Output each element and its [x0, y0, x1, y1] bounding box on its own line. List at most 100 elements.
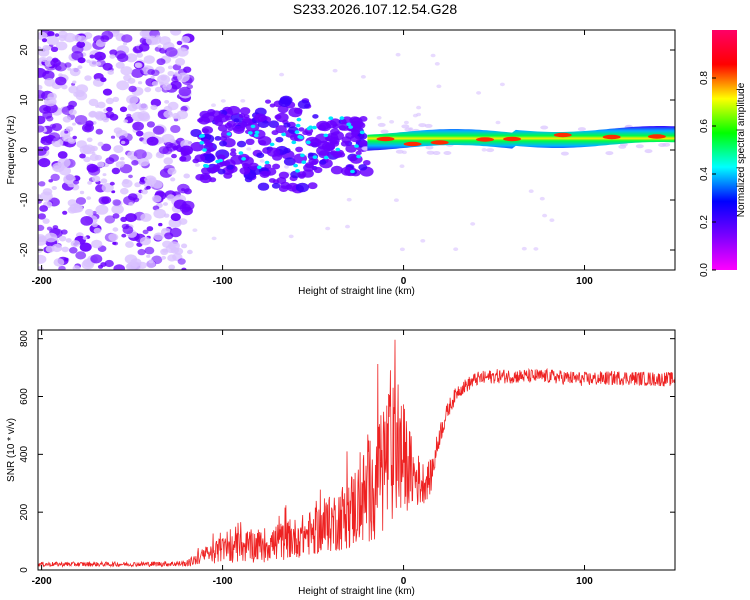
spectrogram-cell — [50, 123, 57, 129]
spectrogram-cell — [62, 141, 69, 147]
spectrogram-cell — [216, 154, 226, 161]
spectrogram-cell — [340, 166, 354, 176]
spectrogram-cell — [542, 213, 548, 218]
spectrogram-cell — [131, 68, 144, 78]
spectrogram-cell — [63, 32, 77, 43]
spectrogram-cell — [305, 140, 311, 145]
spectrogram-cell — [306, 126, 312, 131]
spectrogram-cell — [181, 243, 188, 249]
spectrogram-cell — [133, 149, 147, 160]
spectrogram-cell — [146, 121, 155, 128]
spectrogram-cell — [69, 247, 78, 254]
spectrogram-cell — [401, 124, 410, 129]
top-x-axis-label: Height of straight line (km) — [298, 286, 415, 297]
spectrogram-cell — [404, 127, 413, 132]
spectrogram-cell — [139, 236, 151, 246]
spectrogram-cell — [418, 123, 427, 128]
spectrogram-cell — [38, 224, 45, 231]
spectrogram-cell — [219, 113, 225, 118]
bottom-x-tick-label: -200 — [32, 576, 52, 587]
spectrogram-cell — [268, 120, 280, 128]
spectrogram-cell — [302, 130, 309, 135]
spectrogram-cell — [125, 241, 134, 248]
spectrogram-cell — [179, 156, 187, 162]
spectrogram-cell — [272, 163, 281, 170]
spectrogram-cell — [72, 122, 76, 126]
spectrogram-cell — [90, 145, 98, 152]
spectrogram-cell — [146, 254, 151, 258]
spectrogram-cell — [164, 47, 178, 57]
spectrogram-cell — [266, 147, 281, 157]
spectrogram-cell — [61, 84, 68, 90]
spectrogram-cell — [119, 135, 126, 141]
spectrogram-cell — [82, 123, 94, 133]
spectrogram-cell — [276, 177, 287, 184]
spectrogram-cell — [549, 218, 555, 222]
spectrogram-cell — [80, 216, 93, 226]
spectrogram-cell — [109, 181, 115, 186]
spectrogram-cell — [52, 162, 65, 173]
spectrogram-cell — [170, 125, 181, 133]
spectrogram-cell — [233, 118, 240, 123]
spectrogram-cell — [146, 260, 156, 269]
colorbar — [712, 30, 737, 270]
spectrogram-cell — [106, 106, 113, 112]
spectrogram-cell — [161, 255, 167, 260]
spectrogram-cell — [84, 75, 92, 81]
top-y-tick-label: 20 — [19, 44, 30, 56]
spectrogram-cell — [93, 227, 102, 234]
spectrogram-cell — [128, 174, 133, 179]
spectrogram-cell — [90, 254, 103, 264]
spectrogram-cell — [58, 235, 67, 242]
spectrogram-cell — [403, 120, 409, 125]
spectrogram-cell — [100, 77, 107, 83]
spectrogram-cell — [141, 189, 148, 195]
spectrogram-cell — [86, 196, 92, 200]
spectrogram-cell — [104, 259, 114, 268]
spectrogram-cell — [359, 140, 369, 147]
colorbar-tick-label: 0.4 — [699, 167, 710, 181]
spectrogram-cell — [62, 116, 72, 123]
spectrogram-cell — [94, 51, 106, 61]
spectrogram-cell — [495, 120, 501, 125]
spectrogram-cell — [162, 83, 172, 91]
spectrogram-cell — [68, 109, 77, 116]
spectrogram-cell — [257, 182, 270, 191]
spectrogram-cell — [160, 75, 168, 81]
spectrogram-cell — [145, 35, 159, 46]
spectrogram-cell — [252, 129, 266, 140]
top-y-tick-label: 10 — [19, 94, 30, 106]
spectrogram-cell — [105, 97, 114, 105]
spectrogram-cell — [38, 48, 50, 57]
spectrogram-cell — [355, 150, 362, 156]
spectrogram-cell — [105, 157, 115, 165]
spectrogram-cell — [389, 120, 395, 124]
spectrogram-cell — [38, 158, 51, 168]
spectrogram-cell — [167, 167, 177, 175]
spectrogram-cell — [41, 58, 47, 63]
spectrogram-cell — [434, 62, 440, 66]
spectrogram-cell — [219, 140, 227, 147]
spectrogram-cell — [120, 140, 126, 145]
spectrogram-cell — [72, 34, 82, 42]
spectrogram-cell — [308, 152, 314, 157]
spectrogram-cell — [72, 265, 81, 270]
spectrogram-cell — [44, 232, 58, 243]
top-y-axis-label: Frequency (Hz) — [6, 116, 17, 185]
spectrogram-cell — [122, 42, 128, 46]
spectrogram-cell — [102, 62, 113, 71]
spectrogram-cell — [63, 174, 76, 184]
spectrogram-cell — [294, 107, 303, 114]
spectrogram-cell — [116, 80, 130, 91]
spectrogram-cell — [110, 135, 116, 139]
spectrogram-cell — [157, 44, 162, 48]
spectrogram-cell — [164, 232, 174, 240]
spectrogram-cell — [95, 112, 107, 121]
bottom-y-tick-label: 200 — [19, 503, 30, 520]
spectrogram-cell — [150, 98, 162, 107]
spectrogram-cell — [325, 226, 331, 231]
spectrogram-cell — [220, 99, 226, 103]
spectrogram-cell — [138, 103, 149, 111]
spectrogram-cell — [376, 116, 382, 120]
